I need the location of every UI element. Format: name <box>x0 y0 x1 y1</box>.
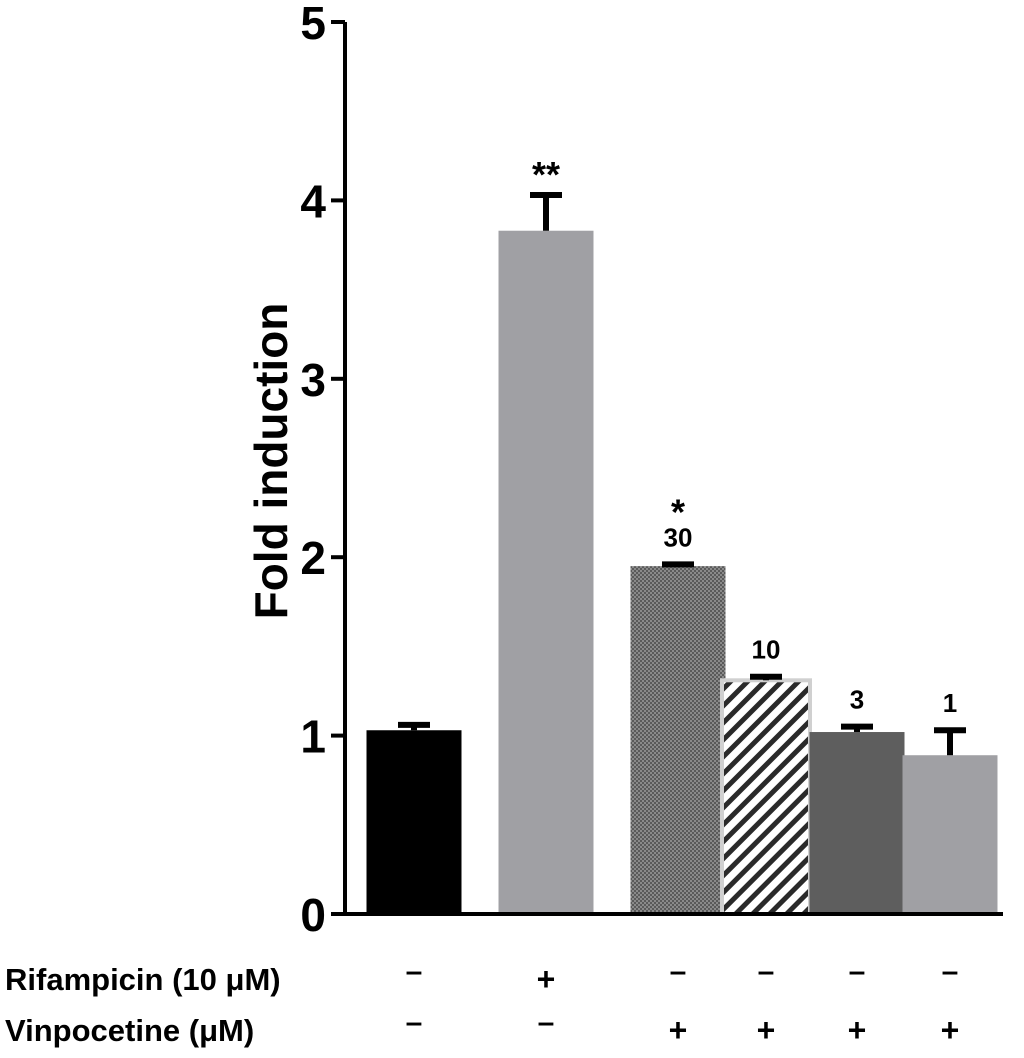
y-tick-label-5: 5 <box>300 0 326 49</box>
bar-4 <box>720 678 812 917</box>
treatment-sign-r1-c3: – <box>670 955 687 988</box>
significance-label-2: ** <box>532 154 560 195</box>
bar-3 <box>630 566 726 914</box>
treatment-sign-r2-c5: + <box>848 1012 867 1048</box>
bar-6 <box>902 755 998 914</box>
bar-1 <box>366 730 462 914</box>
y-tick-label-3: 3 <box>300 354 326 406</box>
bar-label-4: 10 <box>752 635 781 665</box>
significance-label-3: * <box>671 491 685 532</box>
bar-label-6: 1 <box>943 688 957 718</box>
y-axis-ticks: 0 1 2 3 4 5 <box>300 0 345 941</box>
treatment-sign-r1-c6: – <box>942 955 959 988</box>
treatment-row-label-vinpocetine: Vinpocetine (μM) <box>5 1013 254 1048</box>
y-tick-label-2: 2 <box>300 532 326 584</box>
bar-label-3: 30 <box>664 522 693 552</box>
treatment-sign-r2-c6: + <box>941 1012 960 1048</box>
treatment-sign-r1-c4: – <box>758 955 775 988</box>
treatment-sign-r1-c5: – <box>849 955 866 988</box>
treatment-sign-r2-c2: – <box>538 1006 555 1039</box>
y-tick-label-1: 1 <box>300 711 326 763</box>
bar-5 <box>809 732 905 914</box>
treatment-sign-r1-c1: – <box>406 955 423 988</box>
bar-2 <box>498 230 594 914</box>
y-tick-label-4: 4 <box>300 175 326 227</box>
treatment-sign-r2-c4: + <box>757 1012 776 1048</box>
bar-label-5: 3 <box>850 685 864 715</box>
treatment-sign-r1-c2: + <box>537 961 556 997</box>
y-axis-label: Fold induction <box>245 303 297 620</box>
treatment-signs: – + – – – – – – + + + + <box>406 955 960 1048</box>
treatment-sign-r2-c3: + <box>669 1012 688 1048</box>
treatment-row-label-rifampicin: Rifampicin (10 μM) <box>5 962 281 997</box>
y-tick-label-0: 0 <box>300 889 326 941</box>
treatment-sign-r2-c1: – <box>406 1006 423 1039</box>
chart-marks: ** 30* 10 3 1 <box>366 154 998 917</box>
